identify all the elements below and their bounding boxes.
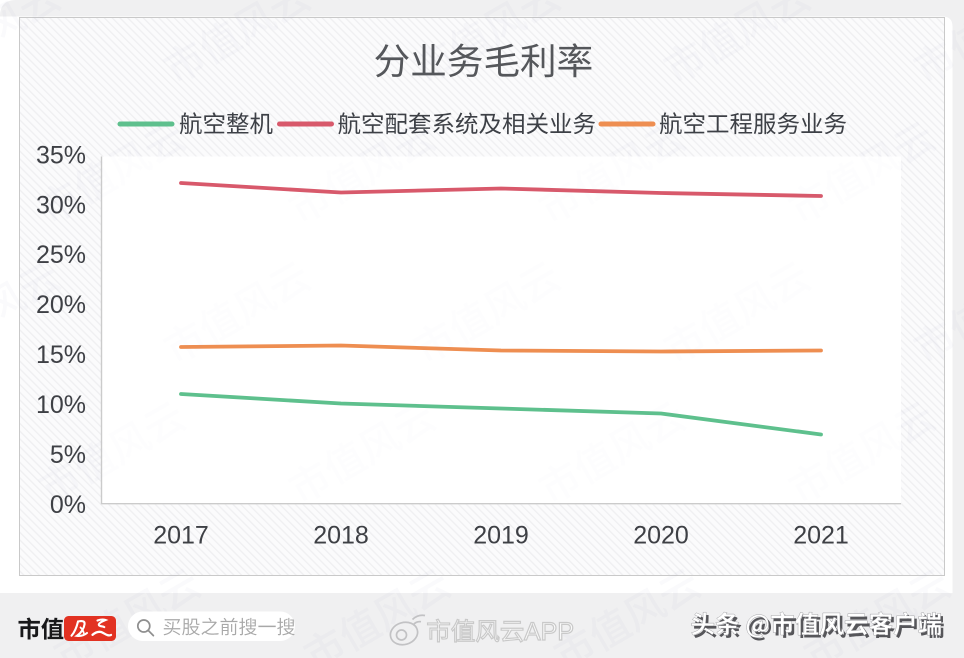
svg-text:APP: APP xyxy=(524,618,574,646)
svg-text:30%: 30% xyxy=(36,191,86,219)
svg-text:15%: 15% xyxy=(36,341,86,369)
svg-text:2017: 2017 xyxy=(153,522,209,550)
svg-text:10%: 10% xyxy=(36,391,86,419)
svg-text:0%: 0% xyxy=(50,491,86,519)
svg-text:35%: 35% xyxy=(36,141,86,169)
svg-text:20%: 20% xyxy=(36,291,86,319)
svg-text:2020: 2020 xyxy=(633,522,689,550)
svg-text:25%: 25% xyxy=(36,241,86,269)
svg-text:2021: 2021 xyxy=(793,522,849,550)
svg-text:2018: 2018 xyxy=(313,522,369,550)
svg-text:5%: 5% xyxy=(50,441,86,469)
svg-text:2019: 2019 xyxy=(473,522,529,550)
